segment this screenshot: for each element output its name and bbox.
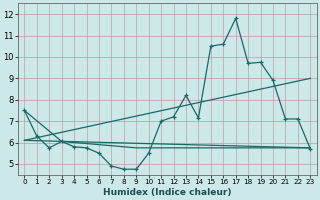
X-axis label: Humidex (Indice chaleur): Humidex (Indice chaleur) xyxy=(103,188,232,197)
